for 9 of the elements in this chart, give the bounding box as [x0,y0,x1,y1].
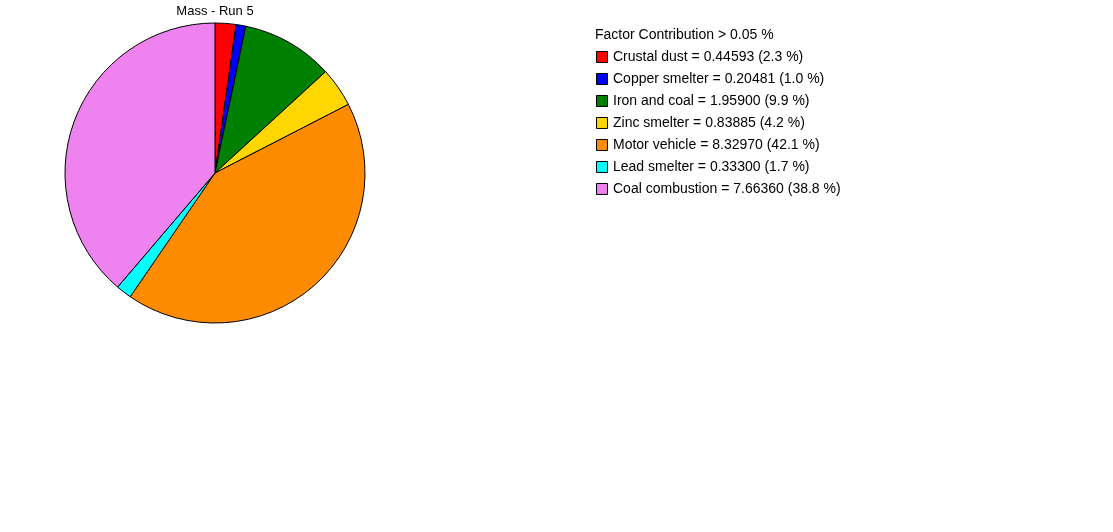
legend-label: Zinc smelter = 0.83885 (4.2 %) [613,114,805,130]
legend-label: Motor vehicle = 8.32970 (42.1 %) [613,136,820,152]
legend-title: Factor Contribution > 0.05 % [595,26,774,42]
legend-label: Coal combustion = 7.66360 (38.8 %) [613,180,841,196]
legend-label: Copper smelter = 0.20481 (1.0 %) [613,70,825,86]
legend-label: Crustal dust = 0.44593 (2.3 %) [613,48,804,64]
chart-title: Mass - Run 5 [176,3,254,18]
legend-label: Lead smelter = 0.33300 (1.7 %) [613,158,810,174]
legend-label: Iron and coal = 1.95900 (9.9 %) [613,92,810,108]
